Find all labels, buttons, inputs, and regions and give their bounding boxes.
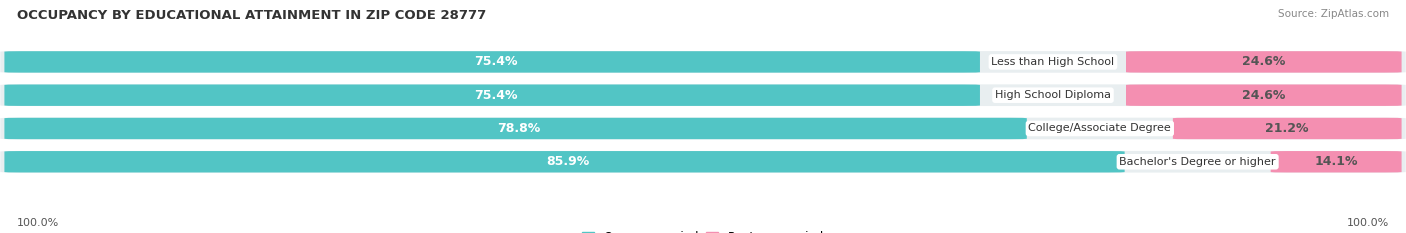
Text: Less than High School: Less than High School — [991, 57, 1115, 67]
Text: Bachelor's Degree or higher: Bachelor's Degree or higher — [1119, 157, 1275, 167]
FancyBboxPatch shape — [4, 85, 980, 106]
Text: 75.4%: 75.4% — [474, 55, 517, 69]
Text: 78.8%: 78.8% — [498, 122, 541, 135]
Text: 24.6%: 24.6% — [1241, 55, 1285, 69]
Text: OCCUPANCY BY EDUCATIONAL ATTAINMENT IN ZIP CODE 28777: OCCUPANCY BY EDUCATIONAL ATTAINMENT IN Z… — [17, 9, 486, 22]
FancyBboxPatch shape — [1126, 51, 1402, 73]
FancyBboxPatch shape — [0, 118, 1406, 139]
FancyBboxPatch shape — [4, 51, 980, 73]
FancyBboxPatch shape — [4, 118, 1026, 139]
FancyBboxPatch shape — [4, 151, 1125, 172]
FancyBboxPatch shape — [0, 51, 1406, 73]
Text: 14.1%: 14.1% — [1315, 155, 1358, 168]
Legend: Owner-occupied, Renter-occupied: Owner-occupied, Renter-occupied — [578, 226, 828, 233]
Text: Source: ZipAtlas.com: Source: ZipAtlas.com — [1278, 9, 1389, 19]
Text: 75.4%: 75.4% — [474, 89, 517, 102]
FancyBboxPatch shape — [1126, 85, 1402, 106]
Text: 85.9%: 85.9% — [547, 155, 589, 168]
Text: High School Diploma: High School Diploma — [995, 90, 1111, 100]
Text: College/Associate Degree: College/Associate Degree — [1028, 123, 1171, 134]
FancyBboxPatch shape — [1173, 118, 1402, 139]
Text: 24.6%: 24.6% — [1241, 89, 1285, 102]
FancyBboxPatch shape — [1271, 151, 1402, 172]
Text: 100.0%: 100.0% — [1347, 218, 1389, 228]
FancyBboxPatch shape — [0, 84, 1406, 106]
Text: 100.0%: 100.0% — [17, 218, 59, 228]
FancyBboxPatch shape — [0, 151, 1406, 173]
Text: 21.2%: 21.2% — [1265, 122, 1309, 135]
